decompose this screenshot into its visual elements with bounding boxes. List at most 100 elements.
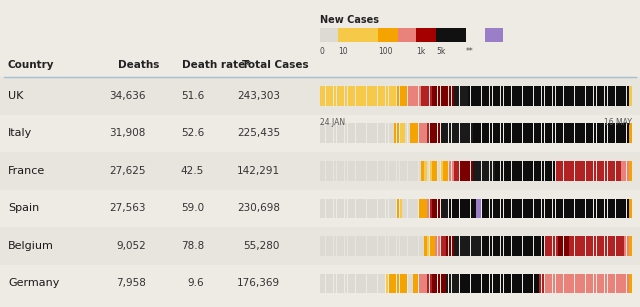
Bar (566, 123, 569, 143)
Bar (337, 274, 339, 293)
Bar (607, 236, 610, 255)
Bar (433, 274, 435, 293)
Bar (444, 199, 445, 218)
Bar (399, 161, 402, 181)
Bar (353, 199, 355, 218)
Bar (353, 123, 355, 143)
Bar (427, 123, 429, 143)
Bar (487, 123, 490, 143)
Bar (476, 274, 479, 293)
Bar (539, 199, 541, 218)
Bar (405, 123, 408, 143)
Bar (512, 236, 514, 255)
Text: 230,698: 230,698 (237, 203, 280, 213)
Bar (449, 236, 451, 255)
Bar (350, 86, 353, 106)
Bar (427, 86, 429, 106)
Bar (416, 274, 419, 293)
Bar (520, 123, 522, 143)
Bar (435, 123, 438, 143)
Bar (545, 274, 547, 293)
Bar (449, 274, 451, 293)
Bar (556, 199, 558, 218)
Bar (613, 274, 616, 293)
Bar (328, 86, 331, 106)
Bar (484, 161, 487, 181)
Bar (479, 86, 481, 106)
Bar (394, 86, 396, 106)
Bar (378, 86, 380, 106)
Bar (536, 274, 539, 293)
Bar (465, 123, 468, 143)
Bar (517, 199, 520, 218)
Bar (531, 161, 533, 181)
Bar (577, 236, 580, 255)
Bar (500, 86, 503, 106)
Bar (550, 274, 552, 293)
Bar (575, 199, 577, 218)
Bar (599, 86, 602, 106)
Bar (482, 86, 484, 106)
Bar (547, 274, 550, 293)
Bar (438, 123, 440, 143)
Bar (463, 123, 465, 143)
Bar (495, 274, 498, 293)
Bar (410, 86, 413, 106)
Bar (482, 161, 484, 181)
Bar (424, 274, 426, 293)
Bar (339, 161, 342, 181)
Bar (372, 86, 374, 106)
Bar (326, 123, 328, 143)
Bar (446, 236, 449, 255)
Bar (618, 236, 621, 255)
Bar (476, 161, 479, 181)
Bar (440, 199, 443, 218)
Bar (451, 161, 454, 181)
Bar (618, 86, 621, 106)
Bar (485, 28, 503, 42)
Bar (358, 236, 361, 255)
Bar (433, 86, 435, 106)
Bar (602, 86, 604, 106)
Bar (583, 161, 586, 181)
Bar (463, 199, 465, 218)
Bar (572, 199, 574, 218)
Bar (331, 236, 333, 255)
Bar (490, 236, 492, 255)
Bar (490, 161, 492, 181)
Bar (451, 123, 454, 143)
Bar (427, 274, 429, 293)
Bar (618, 123, 621, 143)
Bar (338, 28, 378, 42)
Bar (454, 199, 457, 218)
Bar (561, 161, 563, 181)
Bar (328, 199, 331, 218)
Text: 10: 10 (338, 47, 348, 56)
Bar (586, 236, 588, 255)
Text: 16 MAY: 16 MAY (604, 118, 632, 126)
Bar (523, 86, 525, 106)
Bar (383, 161, 385, 181)
Bar (577, 274, 580, 293)
Bar (440, 123, 443, 143)
Bar (545, 123, 547, 143)
Bar (383, 199, 385, 218)
Bar (534, 123, 536, 143)
Bar (545, 161, 547, 181)
Bar (380, 274, 383, 293)
Bar (416, 236, 419, 255)
Bar (421, 86, 424, 106)
Bar (476, 236, 479, 255)
Bar (564, 274, 566, 293)
Bar (536, 86, 539, 106)
Bar (586, 123, 588, 143)
Bar (367, 86, 369, 106)
Bar (484, 86, 487, 106)
Bar (500, 199, 503, 218)
Bar (410, 161, 413, 181)
Bar (542, 86, 544, 106)
Bar (403, 199, 404, 218)
Bar (525, 274, 528, 293)
Bar (545, 86, 547, 106)
Bar (328, 123, 331, 143)
